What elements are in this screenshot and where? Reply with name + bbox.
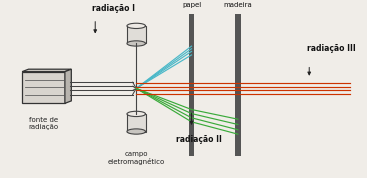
FancyBboxPatch shape bbox=[189, 14, 194, 156]
Text: radiação III: radiação III bbox=[308, 44, 356, 53]
Ellipse shape bbox=[127, 23, 145, 28]
Ellipse shape bbox=[127, 129, 145, 134]
Text: radiação II: radiação II bbox=[176, 135, 222, 144]
Text: fonte de
radiação: fonte de radiação bbox=[28, 117, 59, 130]
Polygon shape bbox=[65, 69, 71, 103]
Ellipse shape bbox=[127, 111, 145, 117]
Ellipse shape bbox=[127, 41, 145, 46]
Text: papel: papel bbox=[182, 2, 201, 8]
Polygon shape bbox=[127, 114, 145, 132]
Text: radiação I: radiação I bbox=[92, 4, 135, 13]
Text: campo
eletromagnético: campo eletromagnético bbox=[108, 151, 165, 165]
Text: madeira: madeira bbox=[224, 2, 252, 8]
Polygon shape bbox=[22, 69, 71, 72]
FancyBboxPatch shape bbox=[22, 72, 65, 103]
FancyBboxPatch shape bbox=[235, 14, 241, 156]
Polygon shape bbox=[127, 26, 145, 43]
